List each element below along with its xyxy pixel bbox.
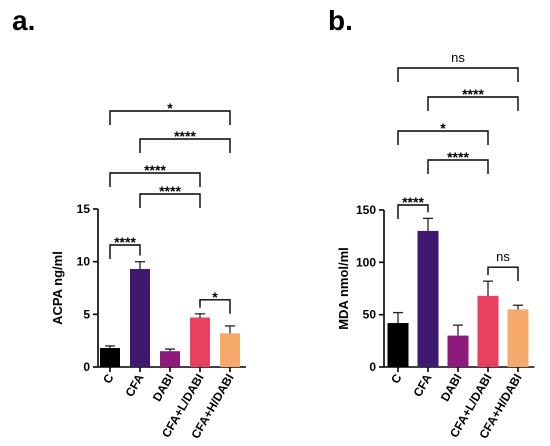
significance-label: **** <box>159 183 181 199</box>
y-tick-label: 15 <box>77 202 91 216</box>
y-tick-label: 5 <box>83 307 90 321</box>
y-axis-title: MDA nmol/ml <box>336 247 351 330</box>
bar <box>130 269 150 367</box>
significance-label: **** <box>447 149 469 165</box>
category-label: CFA <box>410 371 434 399</box>
bar <box>387 323 409 367</box>
y-tick-label: 0 <box>369 360 376 374</box>
significance-label: **** <box>114 234 136 250</box>
significance-label: * <box>212 289 218 305</box>
y-tick-label: 50 <box>363 308 377 322</box>
panel-letter: a. <box>12 5 35 36</box>
bar <box>100 348 120 367</box>
y-tick-label: 10 <box>77 255 91 269</box>
significance-bracket <box>109 244 141 259</box>
significance-bracket <box>427 96 519 111</box>
significance-bracket <box>139 193 201 208</box>
bar <box>220 333 240 367</box>
significance-bracket <box>109 110 231 125</box>
bar <box>477 295 499 367</box>
bar <box>190 317 210 367</box>
category-label: C <box>100 371 117 386</box>
significance-label: * <box>167 100 173 116</box>
panel-letter: b. <box>328 5 353 36</box>
significance-label: **** <box>144 162 166 178</box>
significance-bracket <box>427 159 489 174</box>
significance-label: * <box>440 120 446 136</box>
significance-bracket <box>139 138 231 153</box>
category-label: DABI <box>438 372 465 404</box>
y-tick-label: 150 <box>356 203 376 217</box>
bar <box>507 309 529 367</box>
category-label: DABI <box>150 372 177 404</box>
significance-bracket <box>397 67 519 82</box>
bar <box>417 230 439 367</box>
y-axis-title: ACPA ng/ml <box>50 251 65 325</box>
significance-bracket <box>109 172 201 187</box>
y-tick-label: 0 <box>83 360 90 374</box>
significance-label: **** <box>402 194 424 210</box>
category-label: C <box>388 371 405 386</box>
bar <box>160 351 180 367</box>
significance-label: **** <box>174 128 196 144</box>
significance-label: ns <box>496 249 510 264</box>
significance-bracket <box>397 204 429 219</box>
y-tick-label: 100 <box>356 255 376 269</box>
significance-label: **** <box>462 86 484 102</box>
significance-bracket <box>199 299 231 314</box>
significance-bracket <box>397 130 489 145</box>
significance-label: ns <box>451 50 465 65</box>
significance-bracket <box>487 266 519 282</box>
bar <box>447 335 469 367</box>
category-label: CFA <box>122 371 146 399</box>
